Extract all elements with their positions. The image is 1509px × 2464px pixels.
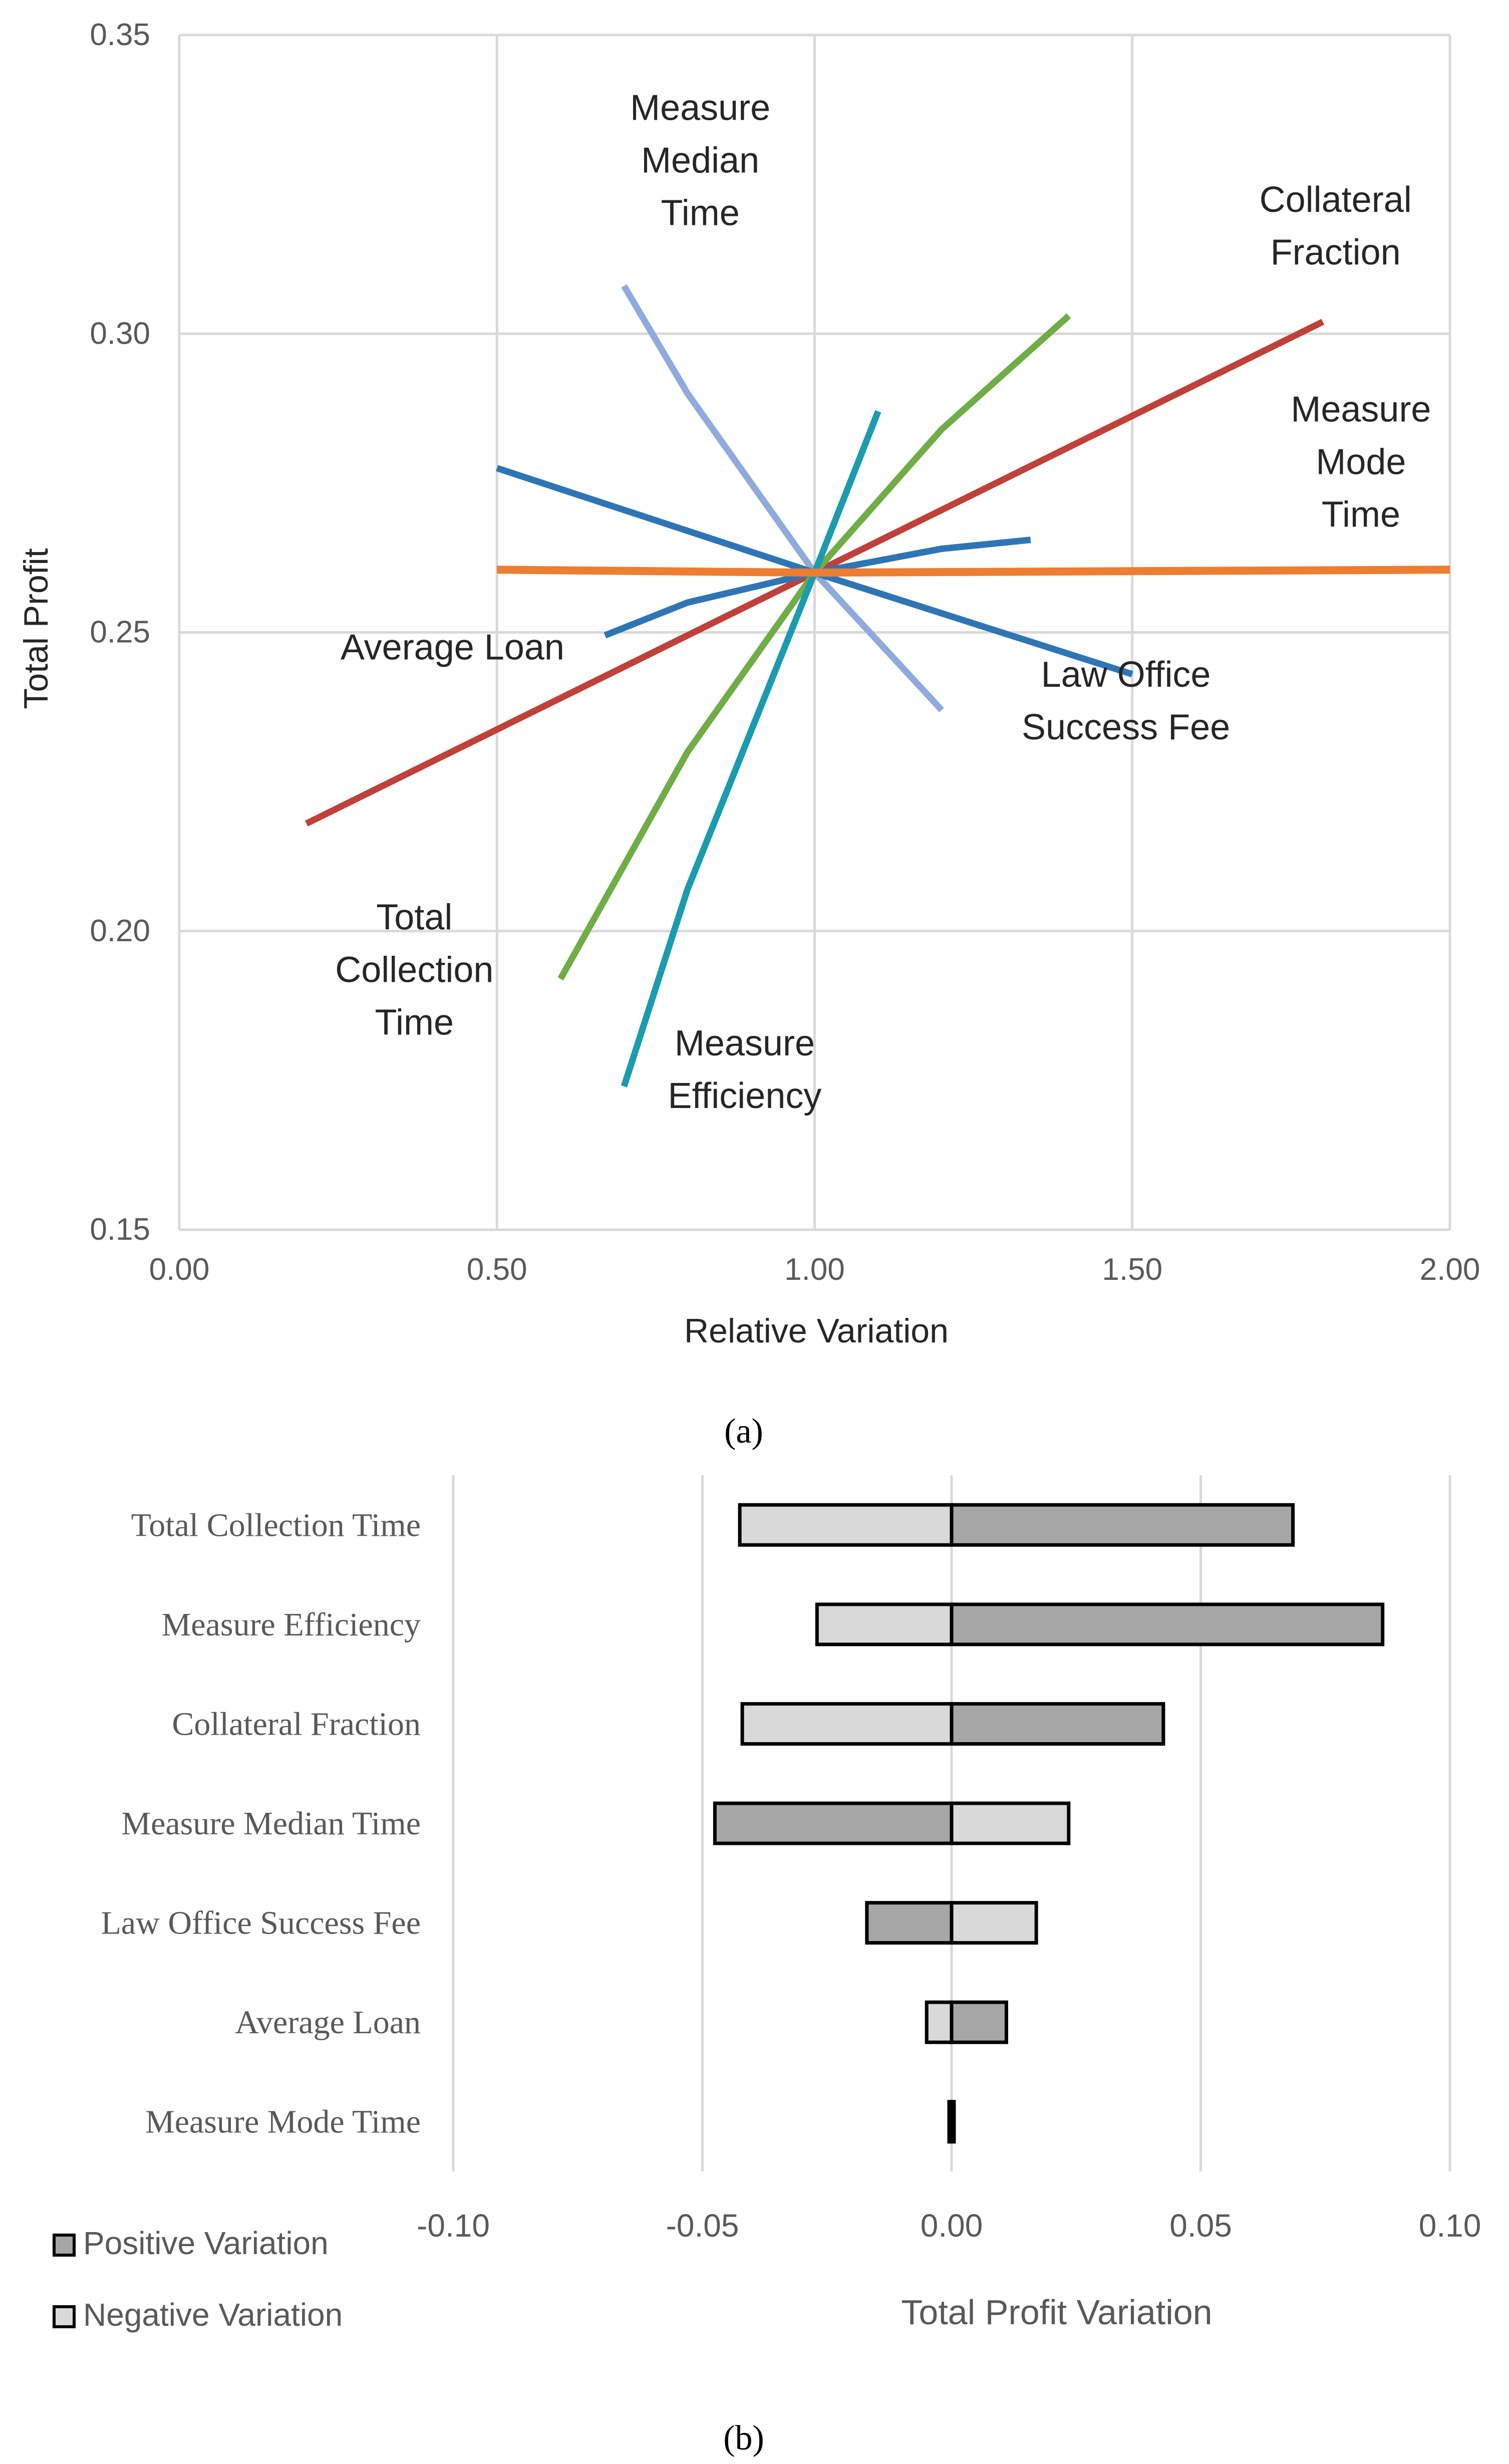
series-label-line: Measure bbox=[675, 1023, 815, 1063]
legend-swatch-positive bbox=[53, 2234, 76, 2257]
series-label-line: Fraction bbox=[1271, 232, 1401, 272]
panel-b-caption: (b) bbox=[723, 2419, 764, 2457]
bar-negative-variation-law-office-success-fee bbox=[950, 1901, 1038, 1945]
y-tick-label: 0.20 bbox=[90, 914, 150, 948]
bar-positive-variation-collateral-fraction bbox=[950, 1702, 1165, 1746]
series-label-total-collection-time: Total Collection Time bbox=[335, 897, 493, 1042]
tornado-chart-panel: Total Collection Time Measure Efficiency C… bbox=[53, 1475, 1481, 2457]
bar-positive-variation-measure-median-time bbox=[713, 1801, 954, 1845]
series-label-line: Average Loan bbox=[341, 627, 564, 667]
y-tick-label: 0.35 bbox=[90, 18, 150, 52]
tornado-chart-x-tick-labels: -0.10 -0.05 0.00 0.05 0.10 bbox=[417, 2208, 1481, 2244]
category-label-average-loan: Average Loan bbox=[235, 2004, 421, 2041]
series-label-measure-median-time: Measure Median Time bbox=[630, 88, 770, 233]
x-tick-label: 2.00 bbox=[1420, 1252, 1480, 1287]
x-tick-label: 0.00 bbox=[921, 2208, 983, 2244]
line-chart-y-axis-title: Total Profit bbox=[17, 548, 55, 709]
legend-swatch-negative bbox=[53, 2305, 76, 2328]
legend-label-positive: Positive Variation bbox=[83, 2225, 329, 2261]
category-label-collateral-fraction: Collateral Fraction bbox=[172, 1706, 421, 1742]
bar-positive-variation-measure-efficiency bbox=[950, 1602, 1385, 1647]
series-line-measure-median-time bbox=[621, 284, 944, 712]
series-label-law-office-success-fee: Law Office Success Fee bbox=[1022, 655, 1230, 747]
x-tick-label: 0.00 bbox=[149, 1252, 210, 1287]
y-tick-label: 0.30 bbox=[90, 316, 150, 351]
category-label-total-collection-time: Total Collection Time bbox=[131, 1507, 421, 1543]
series-label-line: Median bbox=[641, 140, 759, 180]
series-label-line: Time bbox=[1322, 495, 1400, 535]
series-line-measure-mode-time bbox=[497, 566, 1450, 577]
x-tick-label: 0.05 bbox=[1169, 2208, 1232, 2244]
series-label-average-loan: Average Loan bbox=[341, 627, 564, 667]
tornado-chart-legend: Positive Variation Negative Variation bbox=[53, 2225, 343, 2333]
bar-negative-variation-total-collection-time bbox=[738, 1503, 954, 1547]
series-line-measure-efficiency bbox=[621, 410, 881, 1087]
series-label-line: Total bbox=[376, 897, 452, 937]
bar-positive-variation-average-loan bbox=[950, 2000, 1008, 2044]
y-tick-label: 0.25 bbox=[90, 615, 150, 650]
category-label-law-office-success-fee: Law Office Success Fee bbox=[101, 1905, 421, 1942]
series-label-measure-mode-time: Measure Mode Time bbox=[1291, 390, 1431, 535]
x-tick-label: -0.05 bbox=[666, 2208, 739, 2244]
tornado-chart-bars bbox=[713, 1503, 1385, 2144]
category-label-measure-median-time: Measure Median Time bbox=[121, 1805, 421, 1842]
panel-a-caption: (a) bbox=[724, 1412, 763, 1451]
bar-negative-variation-average-loan bbox=[925, 2000, 954, 2044]
series-label-measure-efficiency: Measure Efficiency bbox=[668, 1023, 822, 1116]
line-chart-x-tick-labels: 0.00 0.50 1.00 1.50 2.00 bbox=[149, 1252, 1480, 1287]
series-label-line: Mode bbox=[1316, 442, 1406, 482]
line-chart-series-labels: Measure Median Time Collateral Fraction Measu… bbox=[335, 88, 1431, 1116]
series-label-line: Efficiency bbox=[668, 1076, 822, 1116]
series-label-line: Time bbox=[375, 1002, 454, 1042]
bar-positive-variation-total-collection-time bbox=[950, 1503, 1295, 1547]
x-tick-label: 1.00 bbox=[784, 1252, 845, 1287]
series-label-collateral-fraction: Collateral Fraction bbox=[1260, 180, 1412, 272]
bar-negative-variation-measure-mode-time bbox=[947, 2100, 954, 2144]
category-label-measure-mode-time: Measure Mode Time bbox=[145, 2104, 421, 2140]
bar-negative-variation-measure-median-time bbox=[950, 1801, 1071, 1845]
line-chart-panel: 0.00 0.50 1.00 1.50 2.00 0.15 0.20 0.25 0.30 0.3… bbox=[17, 18, 1480, 1451]
series-label-line: Time bbox=[661, 193, 740, 233]
series-label-line: Measure bbox=[630, 88, 770, 128]
x-tick-label: 1.50 bbox=[1102, 1252, 1162, 1287]
series-label-line: Collection bbox=[335, 950, 493, 990]
bar-positive-variation-law-office-success-fee bbox=[865, 1901, 954, 1945]
series-label-line: Law Office bbox=[1041, 655, 1211, 695]
line-chart-series-group bbox=[305, 284, 1450, 1087]
line-chart-x-axis-title: Relative Variation bbox=[684, 1312, 949, 1350]
category-label-measure-efficiency: Measure Efficiency bbox=[162, 1606, 421, 1643]
tornado-chart-x-axis-title: Total Profit Variation bbox=[901, 2293, 1212, 2332]
legend-label-negative: Negative Variation bbox=[83, 2297, 343, 2333]
series-label-line: Measure bbox=[1291, 390, 1431, 430]
y-tick-label: 0.15 bbox=[90, 1212, 150, 1247]
x-tick-label: 0.50 bbox=[467, 1252, 527, 1287]
tornado-chart-category-labels: Total Collection Time Measure Efficiency C… bbox=[101, 1507, 421, 2140]
line-chart-gridlines bbox=[178, 34, 1451, 1231]
bar-negative-variation-collateral-fraction bbox=[740, 1702, 954, 1746]
series-label-line: Success Fee bbox=[1022, 707, 1230, 747]
series-label-line: Collateral bbox=[1260, 180, 1412, 220]
x-tick-label: -0.10 bbox=[417, 2208, 490, 2244]
x-tick-label: 0.10 bbox=[1419, 2208, 1481, 2244]
bar-negative-variation-measure-efficiency bbox=[815, 1602, 954, 1647]
line-chart-y-tick-labels: 0.15 0.20 0.25 0.30 0.35 bbox=[90, 18, 150, 1247]
